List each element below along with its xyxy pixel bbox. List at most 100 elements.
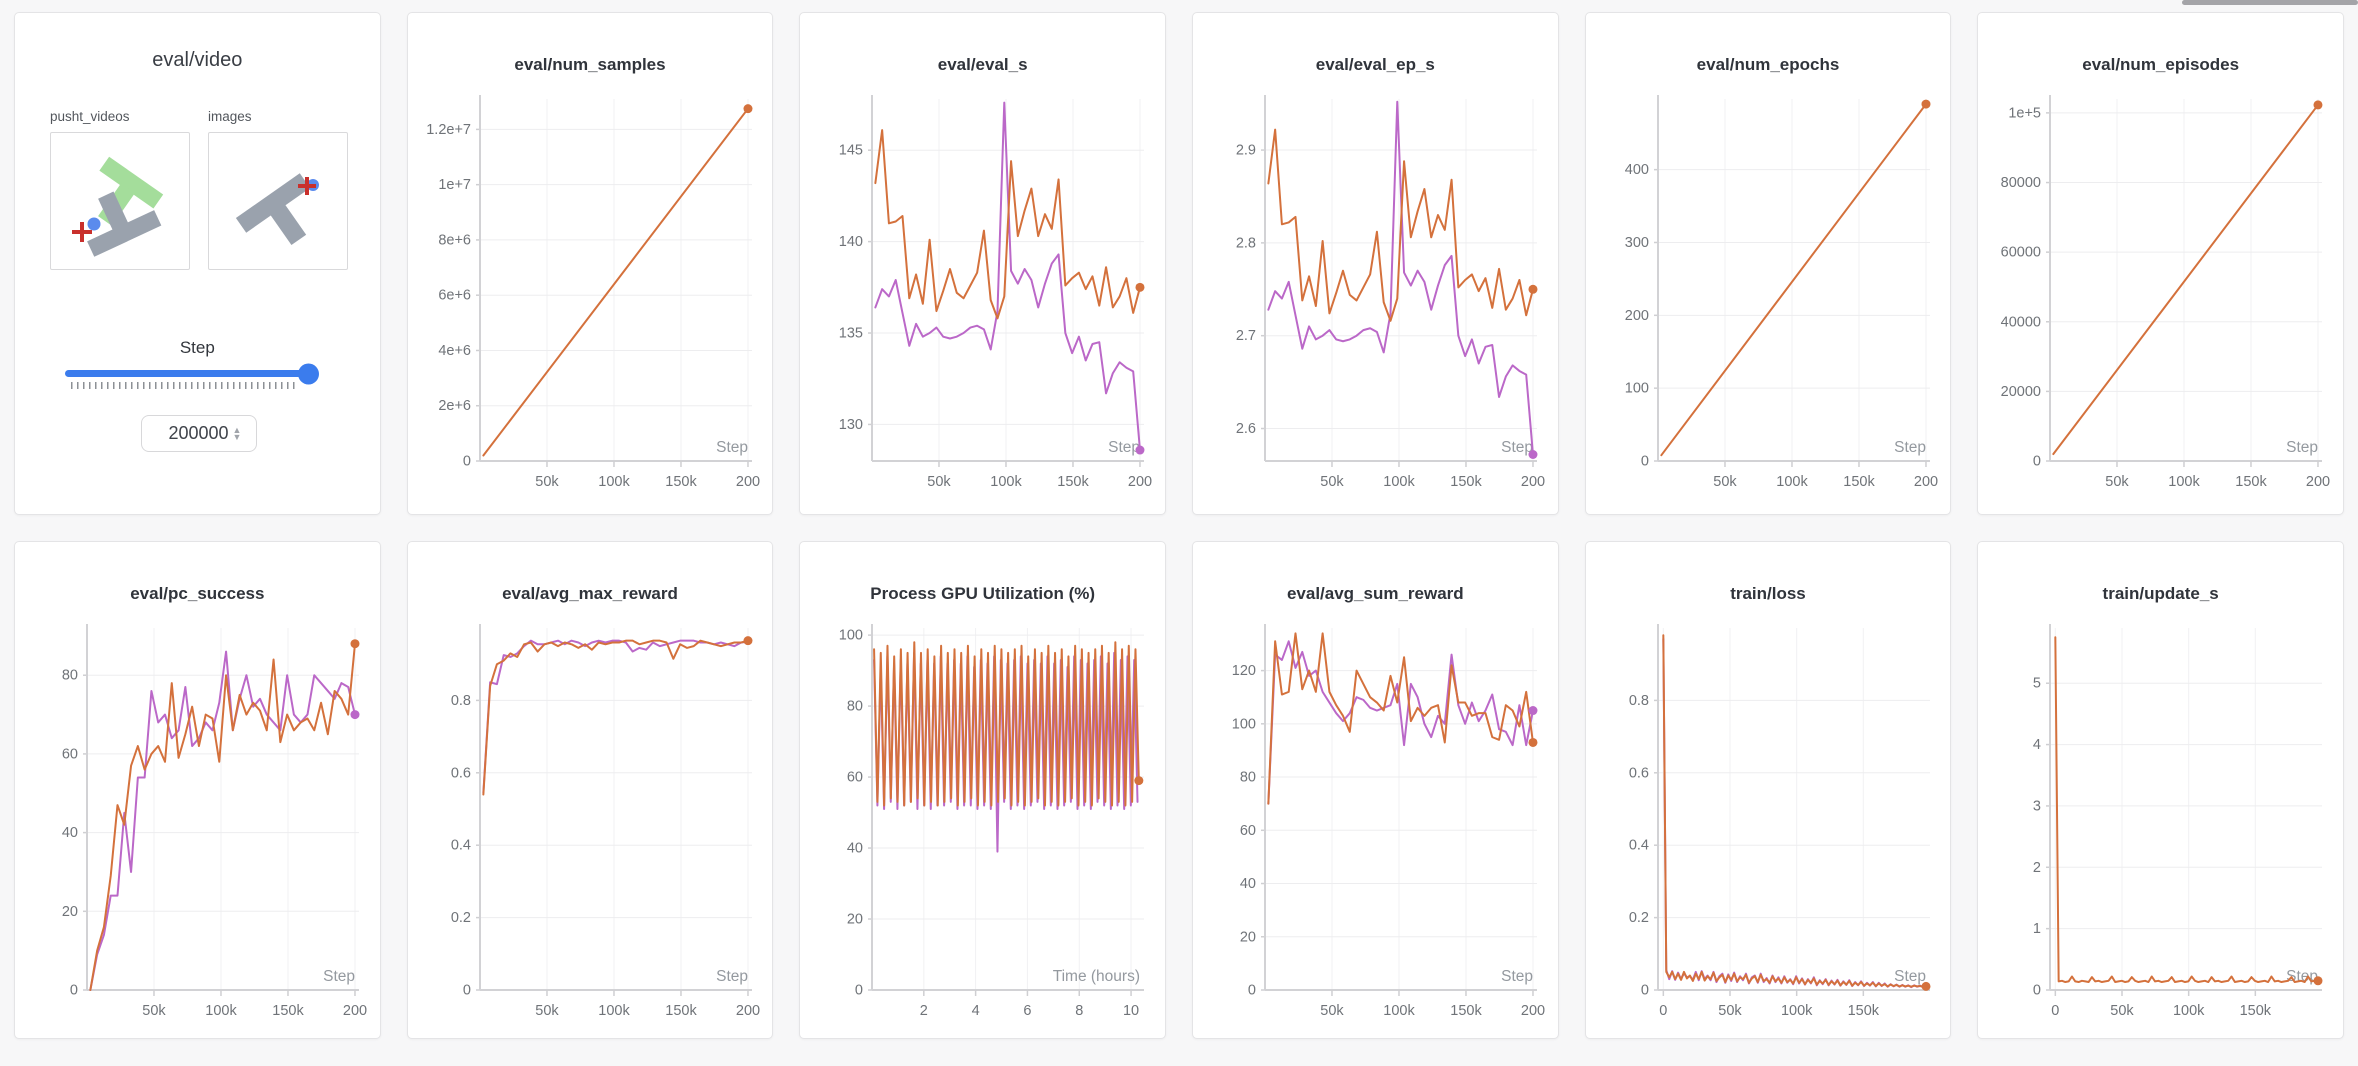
line-chart[interactable]: 0 20 40 60 80 100 2 4 6 8 10 Time (hours) <box>816 618 1152 1036</box>
svg-text:60: 60 <box>847 770 863 786</box>
svg-text:150k: 150k <box>1450 474 1482 490</box>
svg-text:6e+6: 6e+6 <box>438 288 471 304</box>
svg-text:40: 40 <box>1240 876 1256 892</box>
pusht-scene-image <box>235 173 319 246</box>
line-chart[interactable]: 0 20 40 60 80 50k 100k 150k 200 Step <box>31 618 367 1036</box>
step-slider-thumb[interactable] <box>298 363 319 384</box>
chart-title: eval/num_samples <box>514 55 666 74</box>
svg-text:2: 2 <box>920 1003 928 1019</box>
chart-title: Process GPU Utilization (%) <box>870 584 1096 603</box>
step-input[interactable] <box>156 423 229 444</box>
images-thumbnail[interactable] <box>208 132 348 270</box>
svg-text:100k: 100k <box>1383 474 1415 490</box>
pusht-videos-thumbnail[interactable] <box>50 132 190 270</box>
gray-t-block <box>235 173 311 246</box>
step-slider-track[interactable] <box>65 363 319 384</box>
svg-text:0: 0 <box>463 454 471 470</box>
svg-text:Time (hours): Time (hours) <box>1053 968 1140 985</box>
svg-text:50k: 50k <box>1320 474 1344 490</box>
svg-text:100: 100 <box>839 628 863 644</box>
svg-text:145: 145 <box>839 143 863 159</box>
svg-text:8: 8 <box>1076 1003 1084 1019</box>
svg-text:100k: 100k <box>1776 474 1808 490</box>
step-input-box: ▲ ▼ <box>141 415 257 452</box>
line-chart[interactable]: 0 20 40 60 80 100 120 50k 100k 150k 200 Step <box>1209 618 1545 1036</box>
line-chart[interactable]: 0 2e+6 4e+6 6e+6 8e+6 1e+7 1.2e+7 50k 100k 150k 20… <box>424 89 760 507</box>
chart-title: eval/eval_ep_s <box>1315 55 1435 74</box>
agent-dot <box>87 217 101 231</box>
svg-text:60000: 60000 <box>2001 245 2041 261</box>
svg-text:200: 200 <box>2306 474 2330 490</box>
svg-text:2: 2 <box>2033 860 2041 876</box>
svg-text:40000: 40000 <box>2001 314 2041 330</box>
svg-text:100k: 100k <box>2173 1003 2205 1019</box>
stepper-down-icon[interactable]: ▼ <box>232 431 242 442</box>
svg-text:40: 40 <box>62 825 78 841</box>
chart-panel-eval-eval-s: eval/eval_s 130 135 140 145 50k 100k 150k 200 St… <box>799 12 1166 515</box>
svg-text:4e+6: 4e+6 <box>438 343 471 359</box>
svg-text:140: 140 <box>839 234 863 250</box>
svg-text:0.6: 0.6 <box>1628 765 1648 781</box>
svg-text:100: 100 <box>1232 716 1256 732</box>
svg-text:130: 130 <box>839 417 863 433</box>
svg-text:50k: 50k <box>535 1003 559 1019</box>
svg-text:6: 6 <box>1024 1003 1032 1019</box>
svg-text:120: 120 <box>1232 663 1256 679</box>
pusht-scene-image <box>72 156 164 257</box>
svg-text:100k: 100k <box>1383 1003 1415 1019</box>
svg-text:150k: 150k <box>1450 1003 1482 1019</box>
svg-text:0: 0 <box>2033 983 2041 999</box>
chart-title: eval/num_episodes <box>2082 55 2240 74</box>
svg-text:Step: Step <box>1501 968 1533 985</box>
svg-text:1e+7: 1e+7 <box>438 177 471 193</box>
chart-panel-eval-avg-sum-reward: eval/avg_sum_reward 0 20 40 60 80 100 120 50k 10… <box>1191 541 1559 1039</box>
svg-text:0.8: 0.8 <box>1628 693 1648 709</box>
step-stepper: ▲ ▼ <box>232 424 242 442</box>
svg-text:20: 20 <box>1240 929 1256 945</box>
line-chart[interactable]: 0 100 200 300 400 50k 100k 150k 200 Step <box>1602 89 1938 507</box>
svg-text:200: 200 <box>343 1003 367 1019</box>
media-panel-title: eval/video <box>152 49 243 71</box>
svg-text:Step: Step <box>716 439 748 456</box>
svg-text:80: 80 <box>1240 770 1256 786</box>
svg-text:1e+5: 1e+5 <box>2009 105 2042 121</box>
svg-text:0: 0 <box>1248 983 1256 999</box>
svg-text:Step: Step <box>1894 968 1926 985</box>
line-chart[interactable]: 2.6 2.7 2.8 2.9 50k 100k 150k 200 Step <box>1209 89 1545 507</box>
svg-text:150k: 150k <box>665 1003 697 1019</box>
chart-panel-eval-avg-max-reward: eval/avg_max_reward 0 0.2 0.4 0.6 0.8 50k 100k… <box>406 541 774 1039</box>
media-item-pusht-videos: pusht_videos <box>50 109 190 270</box>
media-panel-eval-video: eval/video pusht_videos <box>14 12 381 515</box>
svg-text:2.8: 2.8 <box>1236 235 1256 251</box>
svg-text:50k: 50k <box>1718 1003 1742 1019</box>
step-slider <box>65 363 319 389</box>
svg-text:100k: 100k <box>1781 1003 1813 1019</box>
line-chart[interactable]: 0 0.2 0.4 0.6 0.8 0 50k 100k 150k Step <box>1602 618 1938 1036</box>
svg-text:20: 20 <box>62 904 78 920</box>
step-slider-tickmarks <box>71 382 297 389</box>
svg-text:135: 135 <box>839 326 863 342</box>
svg-text:Step: Step <box>1501 439 1533 456</box>
svg-text:0: 0 <box>855 983 863 999</box>
svg-text:50k: 50k <box>1713 474 1737 490</box>
line-chart[interactable]: 130 135 140 145 50k 100k 150k 200 Step <box>816 89 1152 507</box>
svg-text:4: 4 <box>2033 737 2041 753</box>
svg-text:Step: Step <box>2286 439 2318 456</box>
scrollbar-thumb[interactable] <box>2182 0 2358 5</box>
line-chart[interactable]: 0 20000 40000 60000 80000 1e+5 50k 100k 150k 200 S… <box>1994 89 2330 507</box>
stepper-up-icon[interactable]: ▲ <box>232 424 242 435</box>
svg-text:Step: Step <box>1108 439 1140 456</box>
svg-text:400: 400 <box>1624 162 1648 178</box>
svg-text:100k: 100k <box>598 1003 630 1019</box>
svg-text:150k: 150k <box>1058 474 1090 490</box>
svg-text:200: 200 <box>736 474 760 490</box>
line-chart[interactable]: 0 0.2 0.4 0.6 0.8 50k 100k 150k 200 Step <box>424 618 760 1036</box>
chart-panel-eval-eval-ep-s: eval/eval_ep_s 2.6 2.7 2.8 2.9 50k 100k 150k 20… <box>1191 12 1559 515</box>
svg-text:Step: Step <box>323 968 355 985</box>
svg-text:50k: 50k <box>928 474 952 490</box>
svg-text:60: 60 <box>1240 823 1256 839</box>
svg-text:0: 0 <box>2052 1003 2060 1019</box>
svg-text:5: 5 <box>2033 676 2041 692</box>
chart-panel-eval-num-samples: eval/num_samples 0 2e+6 4e+6 6e+6 8e+6 1e+7 1.… <box>406 12 774 515</box>
